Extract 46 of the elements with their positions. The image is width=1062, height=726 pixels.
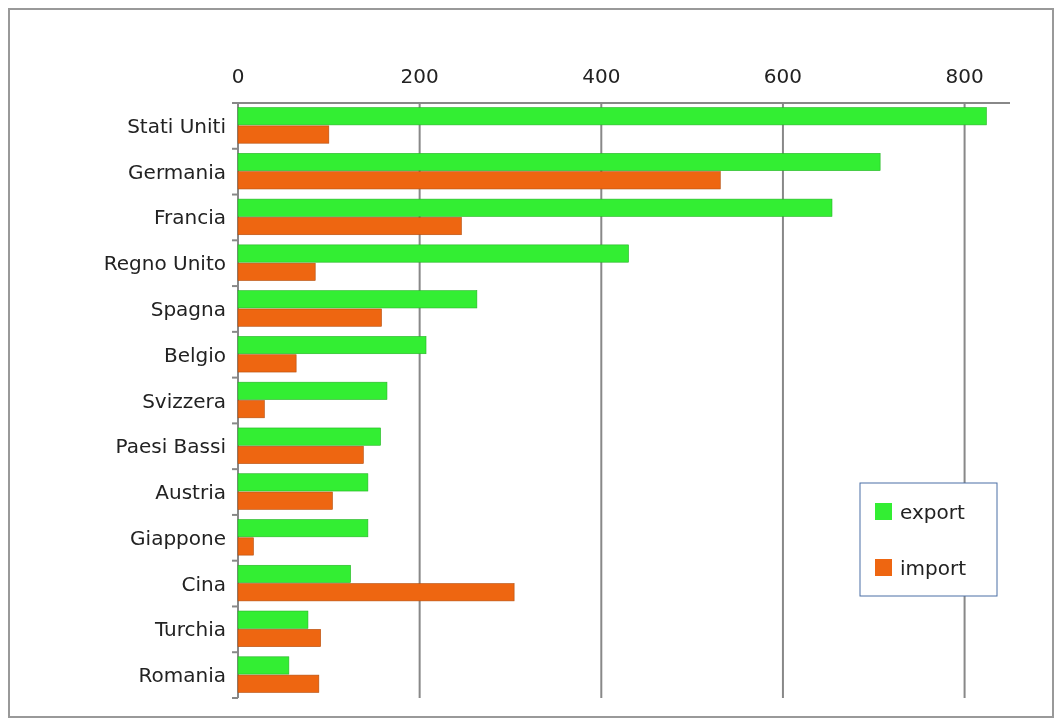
y-tick-label: Francia	[153, 205, 226, 230]
y-tick-label: Spagna	[150, 296, 226, 321]
bar	[237, 107, 987, 126]
bar	[237, 564, 351, 583]
bar	[237, 491, 333, 510]
y-tick-label: Germania	[128, 159, 226, 184]
bar	[237, 610, 309, 629]
y-tick-label: Belgio	[163, 342, 226, 367]
bar	[237, 153, 881, 171]
bar	[237, 125, 330, 144]
y-tick-label: Giappone	[130, 525, 226, 550]
x-tick-label: 200	[400, 64, 439, 88]
y-tick-label: Stati Uniti	[127, 113, 226, 138]
bar	[237, 537, 254, 556]
bar	[237, 400, 265, 419]
bar	[237, 354, 297, 373]
y-tick-label: Paesi Bassi	[115, 434, 226, 459]
bar	[237, 519, 369, 538]
legend-label: export	[900, 500, 965, 524]
y-tick-label: Regno Unito	[103, 251, 226, 276]
bar	[237, 674, 320, 693]
bar	[237, 381, 388, 400]
bar	[237, 336, 427, 355]
bar	[237, 244, 629, 263]
x-tick-label: 400	[582, 64, 621, 88]
bar	[237, 171, 721, 190]
bar	[237, 262, 316, 281]
x-tick-label: 600	[763, 64, 803, 88]
y-tick-label: Turchia	[153, 617, 226, 642]
y-tick-label: Romania	[138, 663, 226, 688]
x-tick-label: 0	[231, 64, 245, 88]
bar	[237, 656, 290, 675]
y-tick-label: Austria	[155, 480, 226, 505]
y-tick-label: Cina	[181, 571, 226, 596]
y-tick-label: Svizzera	[142, 388, 226, 413]
legend-label: import	[900, 556, 967, 580]
bar	[237, 445, 364, 464]
bar	[237, 308, 382, 327]
bar	[237, 217, 462, 236]
bar	[237, 198, 833, 217]
bar	[237, 473, 369, 492]
bar	[237, 427, 381, 446]
bar	[237, 290, 478, 309]
bar	[237, 583, 515, 602]
x-tick-label: 800	[945, 64, 984, 88]
bar	[237, 629, 321, 647]
